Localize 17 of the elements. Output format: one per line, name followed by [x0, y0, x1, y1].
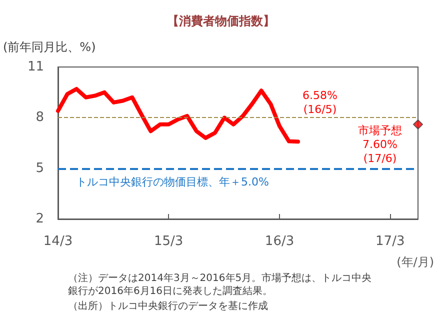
- x-tick-label: 15/3: [154, 234, 184, 249]
- chart-title: 【消費者物価指数】: [167, 14, 275, 28]
- x-axis-title: (年/月): [396, 255, 434, 269]
- x-tick-label: 17/3: [376, 234, 405, 249]
- annotation: 6.58% (16/5): [302, 89, 338, 116]
- y-tick-label: 8: [36, 110, 44, 126]
- y-tick-label: 5: [36, 160, 44, 176]
- y-tick-label: 2: [36, 212, 44, 226]
- annotation: 市場予想 7.60% (17/6): [358, 124, 402, 165]
- x-tick-label: 16/3: [264, 234, 294, 249]
- line-series: [56, 86, 300, 144]
- text: （出所）トルコ中央銀行のデータを基に作成: [68, 300, 268, 312]
- text: （注）データは2014年3月～2016年5月。市場予想は、トルコ中央銀行が2016年6月16日に発表した調査結果。: [68, 272, 372, 297]
- x-tick-label: 14/3: [43, 234, 73, 249]
- y-axis-title: (前年同月比、%): [3, 40, 96, 54]
- y-tick-label: 11: [27, 60, 44, 74]
- ref-line-label: トルコ中央銀行の物価目標、年＋5.0%: [76, 175, 269, 188]
